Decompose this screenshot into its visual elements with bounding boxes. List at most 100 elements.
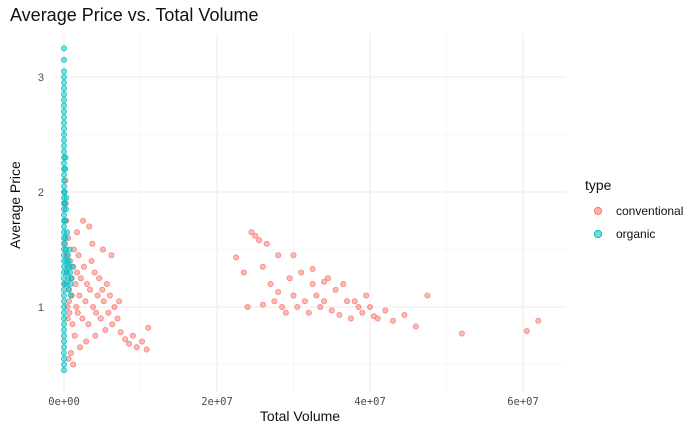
data-point-conventional bbox=[90, 303, 97, 310]
axes: 0e+00 2e+07 4e+07 6e+07 1 2 3 bbox=[38, 72, 539, 408]
x-tick-label: 0e+00 bbox=[48, 396, 80, 408]
data-point-conventional bbox=[259, 301, 266, 308]
data-point-organic bbox=[61, 367, 68, 374]
legend-key-organic bbox=[593, 229, 603, 239]
data-point-conventional bbox=[347, 315, 354, 322]
data-point-organic bbox=[61, 188, 68, 195]
data-point-conventional bbox=[244, 303, 251, 310]
data-point-organic bbox=[61, 326, 68, 333]
data-point-organic bbox=[61, 102, 68, 109]
data-point-conventional bbox=[80, 263, 87, 270]
data-point-conventional bbox=[74, 269, 81, 276]
data-point-conventional bbox=[96, 275, 103, 282]
data-point-conventional bbox=[336, 312, 343, 319]
data-point-organic bbox=[61, 91, 68, 98]
data-point-conventional bbox=[458, 330, 465, 337]
data-point-organic bbox=[61, 79, 68, 86]
data-point-conventional bbox=[71, 332, 78, 339]
data-point-conventional bbox=[87, 286, 94, 293]
data-point-conventional bbox=[252, 232, 259, 239]
data-point-organic bbox=[61, 183, 68, 190]
data-point-organic bbox=[62, 217, 69, 224]
data-point-conventional bbox=[363, 292, 370, 299]
data-point-conventional bbox=[122, 336, 129, 343]
data-point-conventional bbox=[139, 338, 146, 345]
data-point-conventional bbox=[116, 298, 123, 305]
data-point-organic bbox=[67, 280, 74, 287]
data-point-organic bbox=[62, 206, 69, 213]
data-point-conventional bbox=[286, 275, 293, 282]
data-point-conventional bbox=[332, 286, 339, 293]
x-tick-label: 6e+07 bbox=[507, 396, 539, 408]
data-point-organic bbox=[61, 349, 68, 356]
data-point-conventional bbox=[97, 315, 104, 322]
data-point-organic bbox=[61, 286, 68, 293]
data-point-organic bbox=[66, 246, 73, 253]
data-point-conventional bbox=[89, 240, 96, 247]
data-point-organic bbox=[61, 108, 68, 115]
data-point-organic bbox=[61, 200, 68, 207]
data-point-conventional bbox=[309, 266, 316, 273]
series-conventional bbox=[61, 177, 542, 368]
data-point-conventional bbox=[109, 321, 116, 328]
data-point-conventional bbox=[382, 307, 389, 314]
data-point-organic bbox=[67, 292, 74, 299]
data-point-conventional bbox=[83, 338, 90, 345]
data-point-conventional bbox=[77, 344, 84, 351]
data-point-conventional bbox=[65, 298, 72, 305]
data-point-conventional bbox=[351, 298, 358, 305]
data-point-conventional bbox=[80, 217, 87, 224]
data-point-conventional bbox=[424, 292, 431, 299]
data-point-organic bbox=[61, 142, 68, 149]
data-point-conventional bbox=[77, 275, 84, 282]
y-tick-label: 3 bbox=[38, 72, 44, 84]
data-point-organic bbox=[61, 303, 68, 310]
data-point-organic bbox=[61, 160, 68, 167]
data-point-organic bbox=[61, 45, 68, 52]
data-point-conventional bbox=[74, 229, 81, 236]
data-point-conventional bbox=[94, 292, 101, 299]
data-point-organic bbox=[69, 263, 76, 270]
points bbox=[61, 45, 542, 374]
data-point-conventional bbox=[305, 309, 312, 316]
data-point-organic bbox=[61, 344, 68, 351]
data-point-organic bbox=[67, 269, 74, 276]
data-point-conventional bbox=[70, 361, 77, 368]
data-point-conventional bbox=[412, 323, 419, 330]
data-point-organic bbox=[64, 229, 71, 236]
data-point-organic bbox=[65, 257, 72, 264]
data-point-conventional bbox=[105, 309, 112, 316]
data-point-conventional bbox=[92, 332, 99, 339]
data-point-conventional bbox=[233, 254, 240, 261]
data-point-conventional bbox=[100, 298, 107, 305]
data-point-conventional bbox=[248, 229, 255, 236]
data-point-organic bbox=[61, 338, 68, 345]
data-point-organic bbox=[61, 114, 68, 121]
legend-title: type bbox=[585, 177, 612, 193]
data-point-organic bbox=[61, 292, 68, 299]
data-point-conventional bbox=[103, 280, 110, 287]
data-point-organic bbox=[62, 154, 69, 161]
data-point-conventional bbox=[86, 223, 93, 230]
data-point-conventional bbox=[76, 292, 83, 299]
data-point-conventional bbox=[88, 257, 95, 264]
data-point-conventional bbox=[259, 263, 266, 270]
data-point-conventional bbox=[355, 303, 362, 310]
data-point-conventional bbox=[69, 321, 76, 328]
data-point-organic bbox=[65, 286, 72, 293]
y-tick-label: 2 bbox=[38, 187, 44, 199]
data-point-organic bbox=[61, 240, 68, 247]
data-point-organic bbox=[61, 309, 68, 316]
data-point-conventional bbox=[106, 292, 113, 299]
data-point-conventional bbox=[263, 240, 270, 247]
data-point-conventional bbox=[374, 315, 381, 322]
data-point-conventional bbox=[275, 252, 282, 259]
data-point-conventional bbox=[290, 252, 297, 259]
data-point-conventional bbox=[309, 280, 316, 287]
data-point-conventional bbox=[401, 312, 408, 319]
data-point-organic bbox=[61, 85, 68, 92]
data-point-conventional bbox=[129, 332, 136, 339]
legend-label-conventional: conventional bbox=[616, 204, 683, 218]
data-point-conventional bbox=[535, 317, 542, 324]
data-point-conventional bbox=[313, 292, 320, 299]
